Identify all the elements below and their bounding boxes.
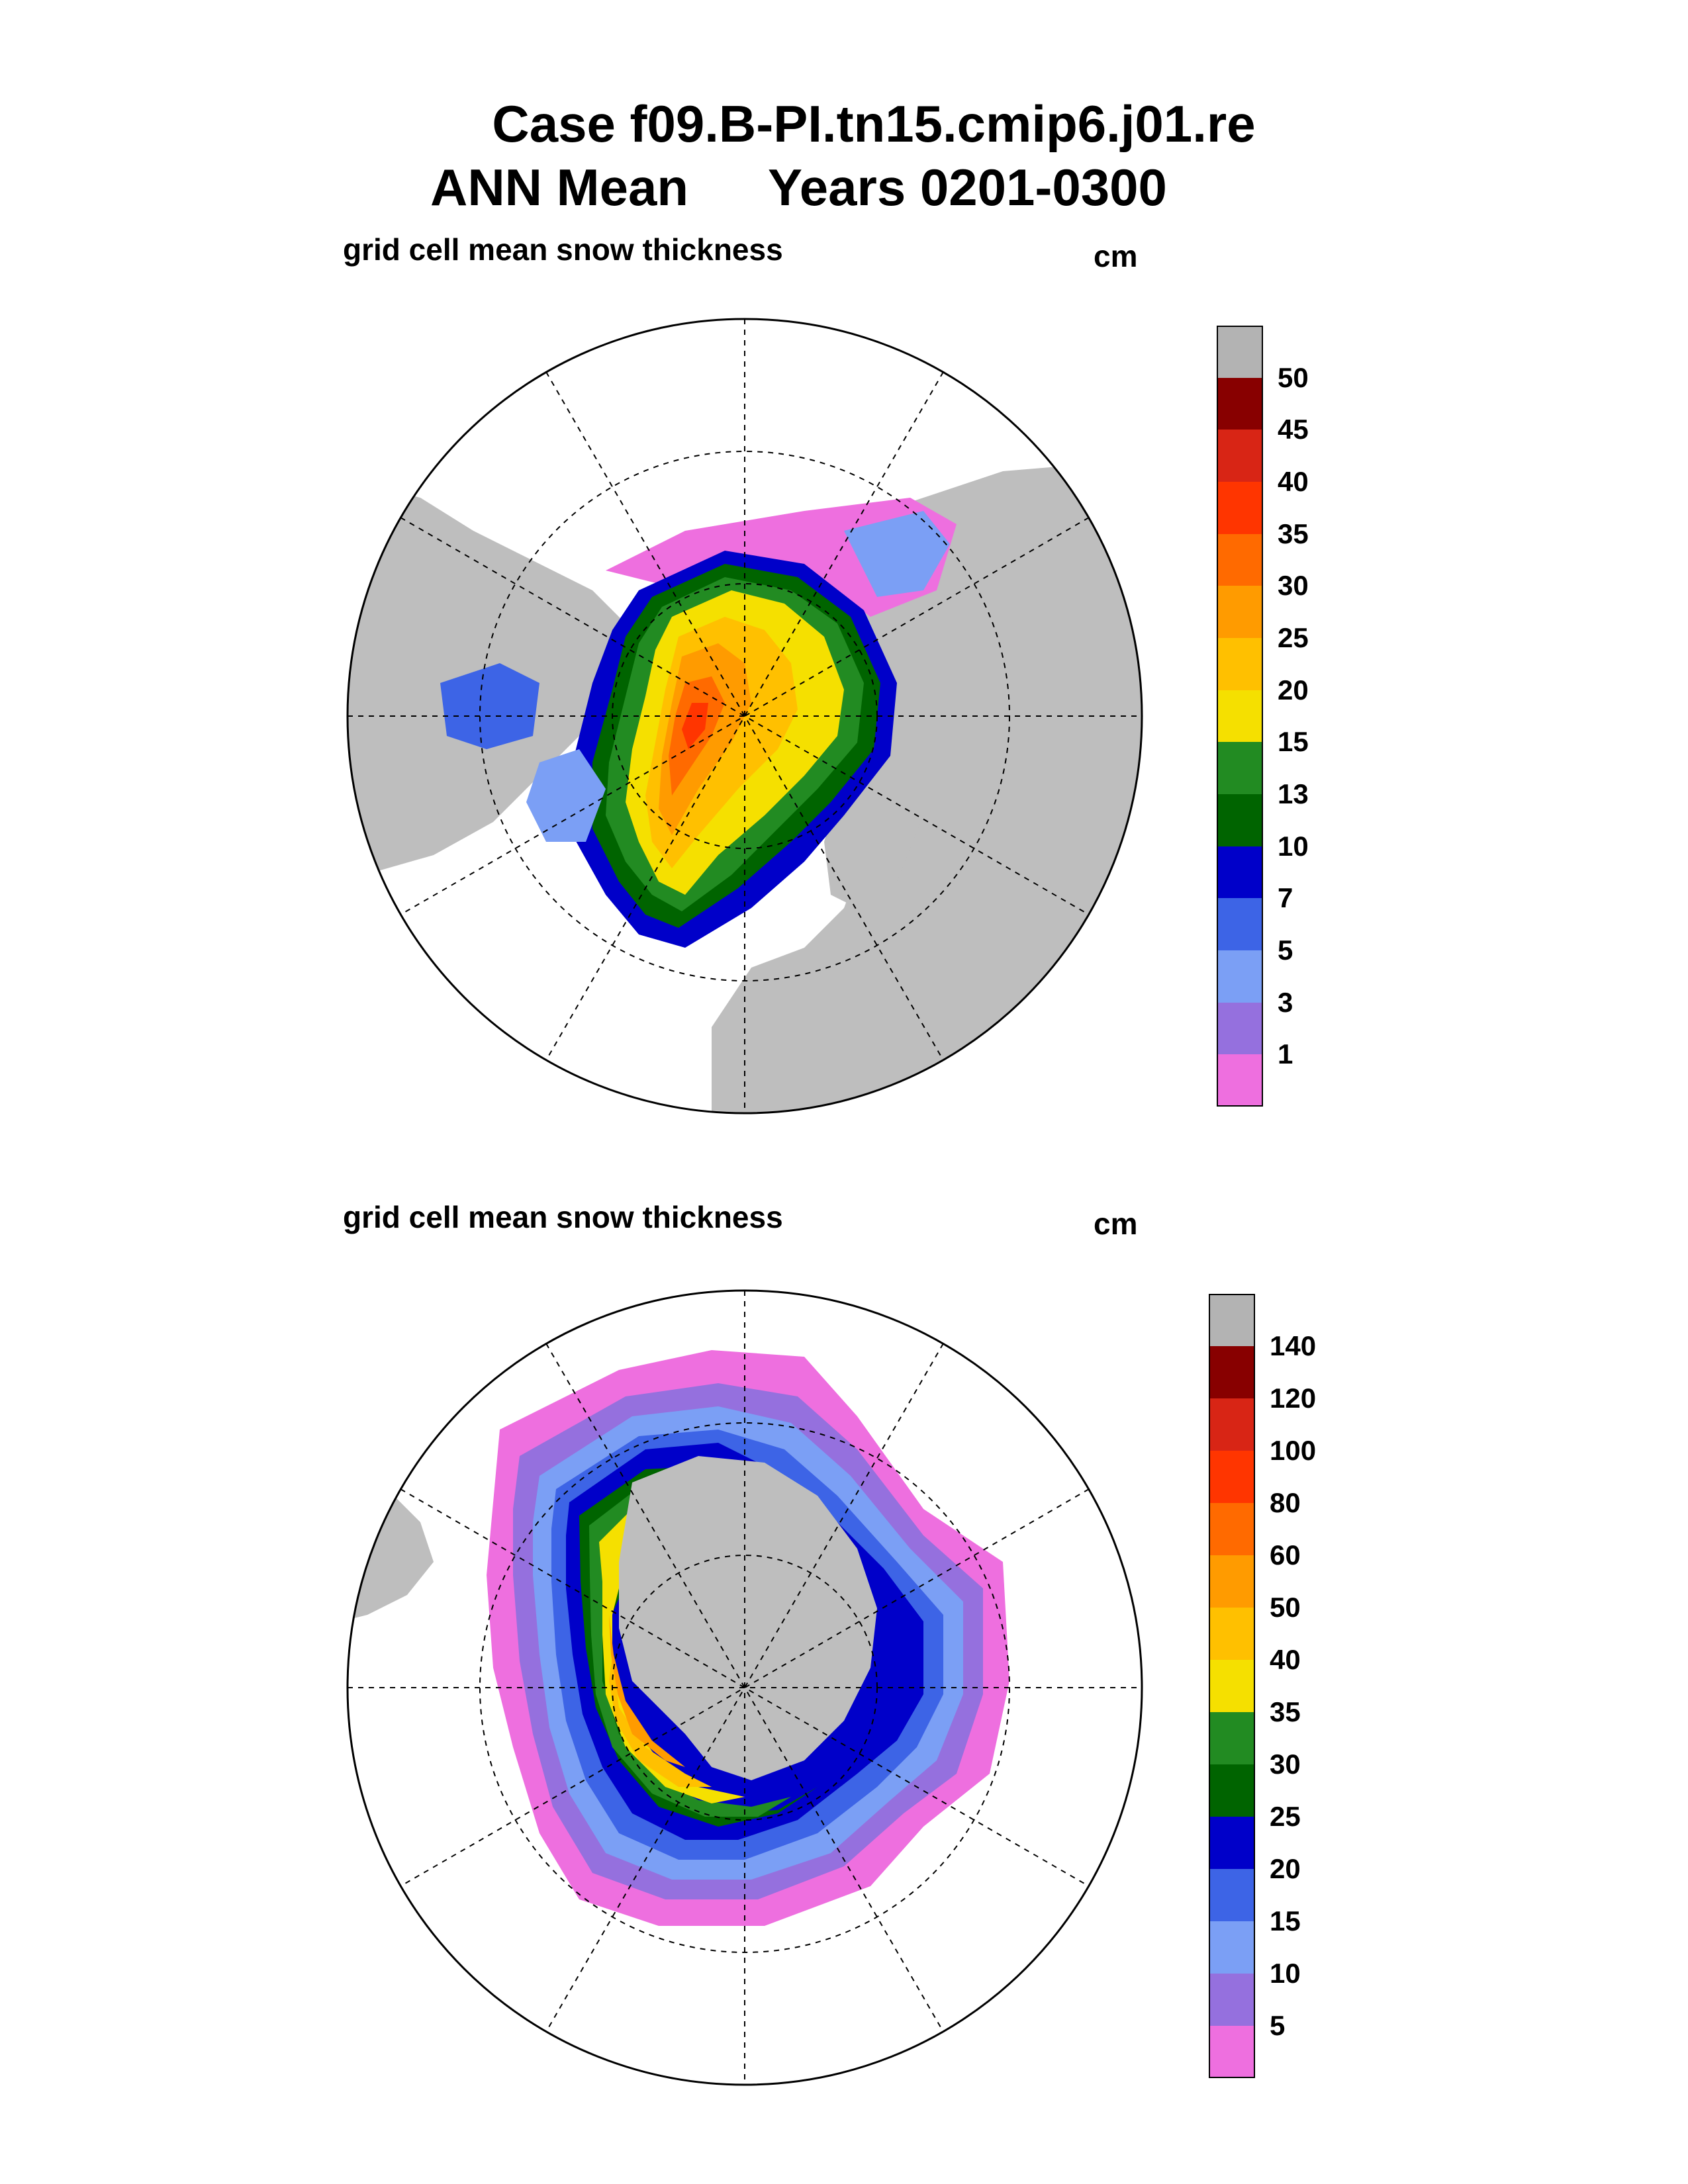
north-colorbar-tick-label: 45 (1278, 414, 1309, 445)
south-colorbar-tick-label: 80 (1270, 1487, 1301, 1518)
north-colorbar-tick-label: 20 (1278, 674, 1309, 705)
north-colorbar: 1 3 5 7 10 13 15 20 25 30 35 40 45 50 (1217, 326, 1349, 1107)
south-colorbar-box (1209, 1974, 1255, 2026)
south-colorbar-tick-label: 120 (1270, 1383, 1317, 1414)
south-colorbar-tick-label: 30 (1270, 1749, 1301, 1780)
years-label: Years 0201-0300 (768, 158, 1167, 216)
north-colorbar-box (1217, 742, 1263, 794)
north-colorbar-tick-label: 1 (1278, 1038, 1293, 1070)
north-colorbar-box (1217, 377, 1263, 430)
south-polar-map (346, 1289, 1143, 2086)
south-snow-green (589, 1482, 791, 1817)
south-land-antarctica (619, 1456, 877, 1780)
main-title: Case f09.B-PI.tn15.cmip6.j01.re (492, 95, 1256, 153)
south-colorbar-tick-label: 5 (1270, 2010, 1286, 2041)
south-colorbar-tick-label: 40 (1270, 1644, 1301, 1675)
north-snow-light-blue (844, 511, 950, 597)
north-colorbar-tick-label: 7 (1278, 882, 1293, 914)
south-colorbar-box (1209, 1555, 1255, 1608)
north-colorbar-tick-label: 13 (1278, 778, 1309, 809)
north-colorbar-tick-label: 40 (1278, 466, 1309, 497)
north-polar-map (346, 318, 1143, 1115)
north-colorbar-box (1217, 950, 1263, 1003)
south-colorbar-tick-label: 140 (1270, 1330, 1317, 1361)
north-colorbar-tick-label: 5 (1278, 934, 1293, 966)
north-colorbar-tick-label: 3 (1278, 986, 1293, 1018)
north-colorbar-frame (1217, 326, 1263, 1107)
south-colorbar-frame (1209, 1294, 1255, 2078)
north-colorbar-tick-label: 25 (1278, 622, 1309, 653)
south-colorbar-tick-label: 60 (1270, 1539, 1301, 1570)
variable-label-north: grid cell mean snow thickness (343, 232, 783, 267)
variable-label-south: grid cell mean snow thickness (343, 1200, 783, 1234)
south-colorbar-tick-label: 50 (1270, 1592, 1301, 1623)
north-colorbar-tick-label: 10 (1278, 830, 1309, 862)
north-colorbar-box (1217, 430, 1263, 482)
south-snow-orange (609, 1615, 685, 1767)
south-colorbar-box (1209, 1869, 1255, 1921)
south-colorbar-box (1209, 1608, 1255, 1660)
north-colorbar-tick-label: 30 (1278, 570, 1309, 602)
north-snow-labrador (526, 749, 606, 842)
north-snow-hudson (440, 663, 539, 749)
south-colorbar-tick-label: 15 (1270, 1905, 1301, 1936)
south-colorbar-tick-label: 25 (1270, 1801, 1301, 1832)
unit-label-north: cm (1094, 239, 1138, 273)
north-colorbar-tick-label: 35 (1278, 518, 1309, 549)
north-colorbar-box (1217, 638, 1263, 690)
north-colorbar-tick-label: 15 (1278, 726, 1309, 758)
south-colorbar: 5 10 15 20 25 30 35 40 50 60 80 100 120 140 (1209, 1294, 1341, 2078)
north-colorbar-tick-label: 50 (1278, 361, 1309, 393)
unit-label-south: cm (1094, 1206, 1138, 1241)
south-colorbar-tick-label: 20 (1270, 1853, 1301, 1884)
south-colorbar-tick-label: 35 (1270, 1696, 1301, 1727)
south-colorbar-tick-label: 10 (1270, 1958, 1301, 1989)
season-label: ANN Mean (430, 158, 689, 216)
south-snow-gold (609, 1655, 712, 1787)
north-land-eurasia (712, 465, 1142, 1113)
south-colorbar-tick-label: 100 (1270, 1435, 1317, 1466)
north-snow-red (682, 703, 708, 749)
